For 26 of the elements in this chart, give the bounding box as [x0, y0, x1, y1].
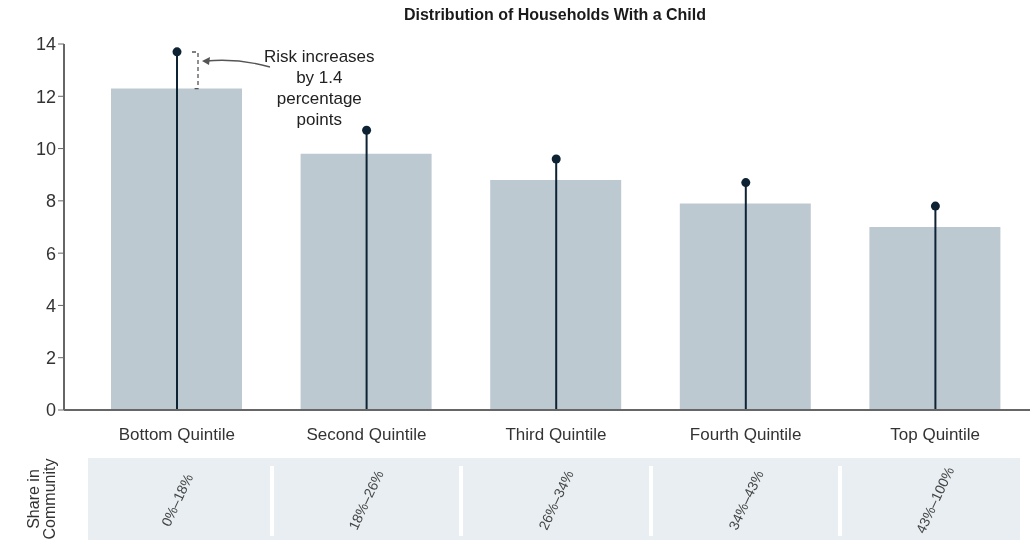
- y-tick-label: 6: [45, 243, 56, 264]
- x-tick-label: Third Quintile: [505, 425, 607, 445]
- annotation: Risk increases by 1.4 percentage points: [263, 45, 376, 130]
- point: [551, 154, 561, 164]
- bar: [869, 227, 1001, 410]
- point: [930, 201, 940, 211]
- bar: [300, 153, 432, 410]
- x-tick-label: Bottom Quintile: [118, 425, 235, 445]
- bar: [490, 179, 622, 410]
- y-tick-label: 10: [35, 138, 56, 159]
- chart-title: Distribution of Households With a Child: [403, 6, 707, 23]
- y-tick-label: 8: [45, 191, 56, 212]
- x-tick-label: Fourth Quintile: [689, 425, 802, 445]
- text: Share in Community: [25, 458, 58, 540]
- point: [362, 125, 372, 135]
- bar: [111, 88, 242, 410]
- point: [741, 178, 751, 188]
- y-tick-label: 12: [35, 86, 56, 107]
- y-tick-label: 4: [45, 295, 56, 316]
- y-tick-label: 0: [45, 400, 56, 421]
- x-tick-label: Second Quintile: [306, 425, 427, 445]
- x-tick-label: Top Quintile: [890, 425, 981, 445]
- point: [172, 47, 182, 57]
- bar: [679, 203, 811, 410]
- y-tick-label: 2: [45, 348, 56, 369]
- y-tick-label: 14: [35, 34, 56, 55]
